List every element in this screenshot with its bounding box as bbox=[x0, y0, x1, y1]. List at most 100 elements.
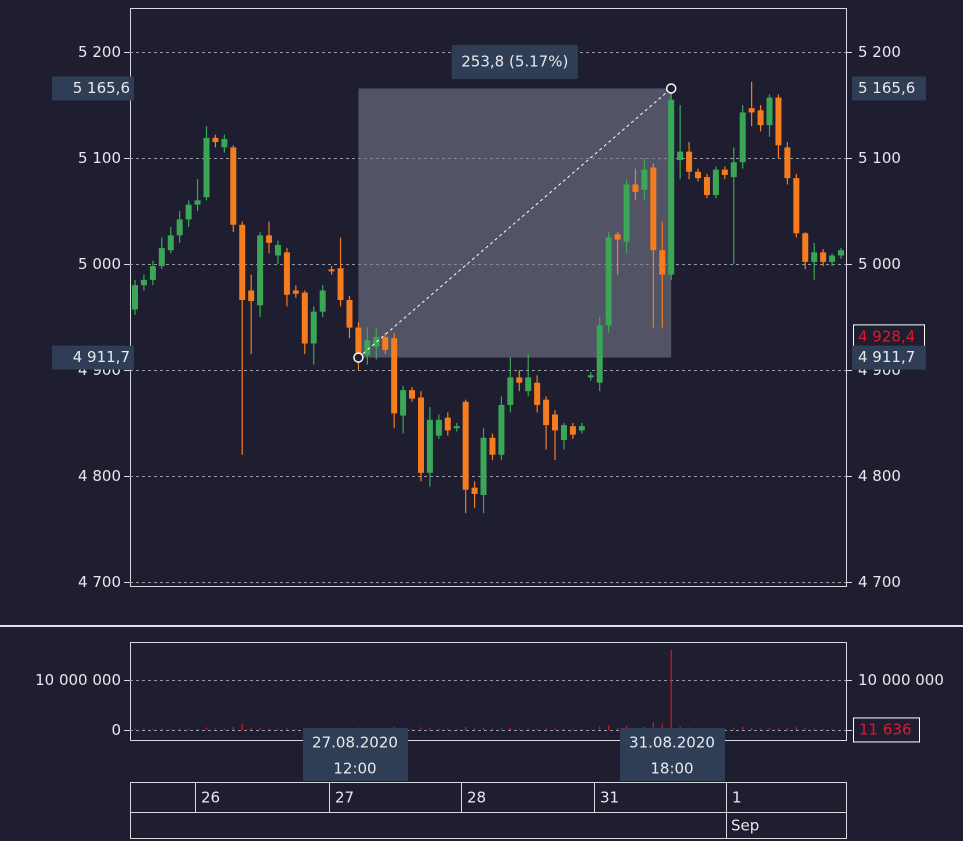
candle-body bbox=[748, 108, 755, 113]
candle-body bbox=[444, 417, 451, 431]
candle-body bbox=[695, 171, 702, 179]
candle-body bbox=[569, 426, 576, 435]
candle-body bbox=[194, 200, 201, 205]
candle-body bbox=[185, 204, 192, 220]
measure-point bbox=[665, 83, 677, 94]
last-price-box bbox=[853, 324, 925, 350]
price-label: 4 911,7 bbox=[858, 348, 915, 366]
y-tick-label: 5 000 bbox=[78, 255, 121, 273]
candle-body bbox=[230, 147, 237, 225]
candle-body bbox=[382, 337, 389, 350]
price-label-box bbox=[52, 76, 134, 101]
price-label-box bbox=[852, 76, 926, 101]
candle-body bbox=[203, 137, 210, 198]
cursor-time: 12:00 bbox=[333, 760, 376, 778]
time-axis bbox=[130, 782, 847, 839]
candle-body bbox=[560, 425, 567, 440]
candle-body bbox=[132, 285, 138, 310]
candle-body bbox=[426, 419, 433, 473]
day-label: 28 bbox=[467, 789, 486, 807]
last-price-label: 4 928,4 bbox=[858, 327, 915, 345]
candle-body bbox=[498, 404, 505, 455]
candle-body bbox=[838, 250, 844, 256]
candle-body bbox=[337, 268, 344, 301]
y-tick-label: 5 100 bbox=[858, 149, 901, 167]
candle-body bbox=[310, 311, 317, 344]
candle-body bbox=[453, 426, 460, 429]
price-label: 5 165,6 bbox=[858, 79, 915, 97]
candle-body bbox=[221, 138, 228, 148]
candle-body bbox=[784, 147, 791, 179]
volume-tick-label: 10 000 000 bbox=[858, 671, 944, 689]
price-label-box bbox=[52, 345, 134, 370]
candle-body bbox=[507, 377, 514, 405]
volume-tick-label: 10 000 000 bbox=[35, 671, 121, 689]
volume-panel bbox=[130, 642, 847, 741]
candle-body bbox=[480, 437, 487, 496]
candle-body bbox=[149, 266, 156, 280]
candle-body bbox=[552, 414, 559, 431]
candle-body bbox=[319, 290, 326, 312]
candle-body bbox=[534, 382, 541, 405]
measure-label: 253,8 (5.17%) bbox=[461, 53, 568, 71]
cursor-time: 18:00 bbox=[650, 760, 693, 778]
candle-body bbox=[409, 390, 416, 399]
y-tick-label: 5 200 bbox=[858, 43, 901, 61]
day-label: 27 bbox=[335, 789, 354, 807]
candle-body bbox=[650, 167, 657, 251]
measure-label-box bbox=[451, 45, 578, 79]
candle-body bbox=[176, 219, 183, 236]
candle-body bbox=[516, 377, 523, 383]
candle-body bbox=[355, 327, 362, 355]
candle-body bbox=[373, 337, 380, 347]
cursor-date-box bbox=[303, 728, 408, 781]
candle-body bbox=[820, 252, 827, 262]
candle-body bbox=[167, 235, 174, 251]
candle-body bbox=[686, 151, 693, 172]
candle-body bbox=[462, 401, 469, 490]
candle-body bbox=[435, 419, 442, 436]
volume-tick-label: 0 bbox=[111, 721, 121, 739]
candle-body bbox=[730, 162, 737, 178]
last-volume-box bbox=[853, 717, 920, 743]
candle-body bbox=[391, 338, 398, 414]
candle-body bbox=[257, 235, 264, 306]
candle-body bbox=[757, 110, 764, 126]
candle-body bbox=[301, 292, 308, 344]
y-tick-label: 4 700 bbox=[78, 573, 121, 591]
candle-body bbox=[739, 112, 746, 163]
candle-body bbox=[721, 169, 728, 175]
candle-body bbox=[346, 300, 353, 328]
candle-body bbox=[596, 325, 603, 383]
day-cells: 26 27 28 31 1 Sep bbox=[195, 782, 759, 838]
candle-body bbox=[212, 137, 219, 143]
y-tick-label: 4 800 bbox=[78, 467, 121, 485]
candle-body bbox=[239, 224, 246, 301]
y-tick-label: 5 100 bbox=[78, 149, 121, 167]
measure-point bbox=[353, 352, 364, 363]
candle-body bbox=[417, 397, 424, 473]
price-label-box bbox=[852, 345, 926, 370]
candle-body bbox=[248, 290, 255, 302]
y-tick-label: 4 800 bbox=[858, 467, 901, 485]
candle-body bbox=[543, 399, 550, 426]
candle-body bbox=[614, 234, 621, 240]
candle-body bbox=[525, 377, 532, 392]
candle-body bbox=[829, 255, 836, 262]
candle-body bbox=[677, 151, 684, 161]
candle-body bbox=[578, 426, 585, 431]
y-tick-label: 4 700 bbox=[858, 573, 901, 591]
candle-body bbox=[641, 169, 648, 190]
candle-body bbox=[158, 248, 165, 267]
cursor-date: 31.08.2020 bbox=[629, 734, 715, 752]
candle-body bbox=[489, 437, 496, 455]
candle-body bbox=[802, 233, 809, 262]
candle-body bbox=[364, 340, 371, 356]
last-volume-label: 11 636 bbox=[859, 720, 912, 738]
candle-body bbox=[140, 279, 147, 286]
y-tick-label: 5 200 bbox=[78, 43, 121, 61]
candle-body bbox=[587, 375, 594, 378]
cursor-date-box bbox=[620, 728, 725, 781]
day-label: 26 bbox=[201, 789, 220, 807]
